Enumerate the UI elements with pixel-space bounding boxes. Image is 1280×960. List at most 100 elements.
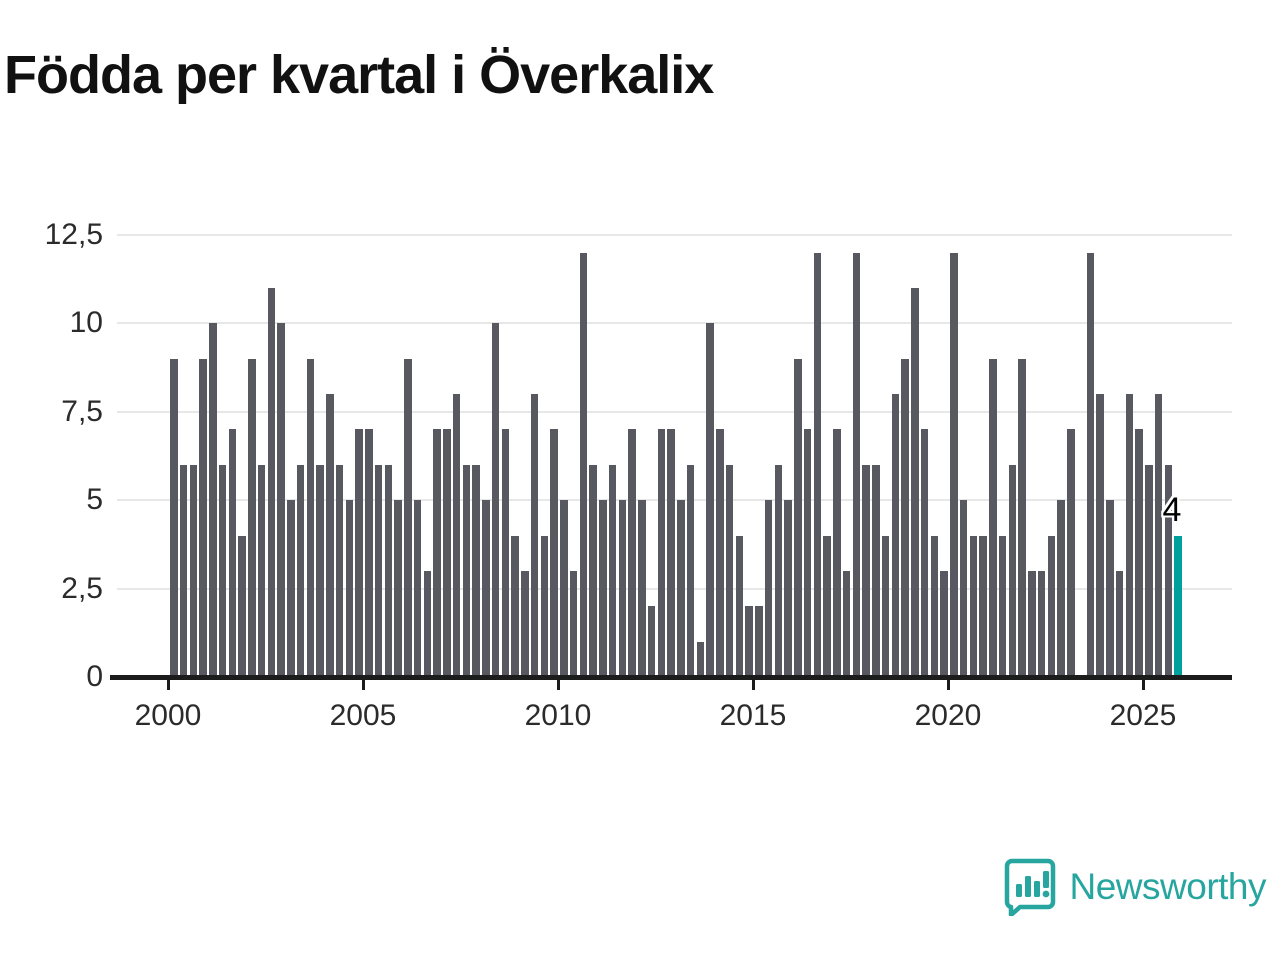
bar-2009-q4 bbox=[550, 429, 558, 677]
bar-2014-q2 bbox=[725, 464, 734, 677]
bar-2018-q4 bbox=[901, 358, 909, 677]
bar-2017-q4 bbox=[862, 464, 870, 677]
bar-2022-q2 bbox=[1037, 570, 1046, 677]
y-gridline-10 bbox=[117, 322, 1232, 325]
bar-2005-q1 bbox=[365, 429, 373, 677]
y-gridline-7,5 bbox=[117, 410, 1232, 413]
bar-2011-q3 bbox=[618, 500, 627, 677]
x-tick-2025 bbox=[1141, 680, 1145, 690]
bar-2007-q4 bbox=[472, 464, 480, 677]
x-tick-2010 bbox=[556, 680, 560, 690]
bar-2021-q1 bbox=[989, 358, 997, 677]
bar-2009-q3 bbox=[540, 535, 549, 677]
bar-2003-q4 bbox=[316, 464, 324, 677]
bar-2006-q1 bbox=[404, 358, 412, 677]
bar-2015-q3 bbox=[774, 464, 783, 677]
bar-2018-q3 bbox=[891, 394, 900, 677]
x-axis-label-2025: 2025 bbox=[1109, 699, 1177, 732]
bar-2022-q1 bbox=[1028, 570, 1036, 677]
bar-2002-q4 bbox=[277, 323, 285, 677]
bar-2013-q2 bbox=[686, 464, 695, 677]
y-axis-label-5: 5 bbox=[86, 483, 103, 517]
bar-2003-q2 bbox=[296, 464, 305, 677]
bar-2010-q3 bbox=[579, 252, 588, 677]
bar-2012-q2 bbox=[647, 606, 656, 677]
bar-2006-q2 bbox=[413, 500, 422, 677]
bar-2020-q3 bbox=[969, 535, 978, 677]
y-axis-label-7,5: 7,5 bbox=[61, 394, 103, 428]
bar-2000-q2 bbox=[179, 464, 188, 677]
bar-2013-q1 bbox=[677, 500, 685, 677]
bar-2004-q2 bbox=[335, 464, 344, 677]
x-axis-line bbox=[110, 675, 1232, 680]
x-axis-label-2020: 2020 bbox=[914, 699, 982, 732]
chart-title: Födda per kvartal i Överkalix bbox=[4, 45, 714, 105]
bar-2019-q3 bbox=[930, 535, 939, 677]
y-gridline-12,5 bbox=[117, 234, 1232, 236]
bar-2017-q1 bbox=[833, 429, 841, 677]
bar-2005-q2 bbox=[374, 464, 383, 677]
x-tick-2005 bbox=[361, 680, 365, 690]
bar-2012-q3 bbox=[657, 429, 666, 677]
bar-2025-q2 bbox=[1154, 394, 1163, 677]
bar-2020-q1 bbox=[950, 252, 958, 677]
bar-2023-q1 bbox=[1067, 429, 1075, 677]
bar-2022-q4 bbox=[1057, 500, 1065, 677]
bar-2004-q3 bbox=[345, 500, 354, 677]
bar-2010-q4 bbox=[589, 464, 597, 677]
x-tick-2015 bbox=[751, 680, 755, 690]
bar-2004-q4 bbox=[355, 429, 363, 677]
bar-2016-q3 bbox=[813, 252, 822, 677]
bar-2016-q4 bbox=[823, 535, 831, 677]
bar-2001-q1 bbox=[209, 323, 217, 677]
x-tick-2020 bbox=[946, 680, 950, 690]
bar-2021-q2 bbox=[998, 535, 1007, 677]
bar-2019-q4 bbox=[940, 570, 948, 677]
bar-2001-q2 bbox=[218, 464, 227, 677]
bar-2007-q3 bbox=[462, 464, 471, 677]
bar-2011-q2 bbox=[608, 464, 617, 677]
bar-2009-q1 bbox=[521, 570, 529, 677]
bar-2025-q4 bbox=[1174, 535, 1182, 677]
bar-2007-q2 bbox=[452, 394, 461, 677]
bar-2005-q3 bbox=[384, 464, 393, 677]
bar-2010-q1 bbox=[560, 500, 568, 677]
newsworthy-branding: Newsworthy bbox=[1004, 858, 1266, 918]
bar-2008-q3 bbox=[501, 429, 510, 677]
bar-2002-q3 bbox=[267, 288, 276, 677]
bar-2021-q4 bbox=[1018, 358, 1026, 677]
bar-2000-q4 bbox=[199, 358, 207, 677]
bar-2003-q3 bbox=[306, 358, 315, 677]
bar-2013-q4 bbox=[706, 323, 714, 677]
x-axis-label-2005: 2005 bbox=[329, 699, 397, 732]
bar-2004-q1 bbox=[326, 394, 334, 677]
bar-2015-q2 bbox=[764, 500, 773, 677]
bar-2008-q1 bbox=[482, 500, 490, 677]
bar-2005-q4 bbox=[394, 500, 402, 677]
x-axis-label-2010: 2010 bbox=[524, 699, 592, 732]
y-axis-label-0: 0 bbox=[86, 660, 103, 693]
bar-2018-q2 bbox=[881, 535, 890, 677]
bar-2017-q2 bbox=[842, 570, 851, 677]
bar-2013-q3 bbox=[696, 641, 705, 677]
bar-2024-q4 bbox=[1135, 429, 1143, 677]
bar-2002-q2 bbox=[257, 464, 266, 677]
bar-2001-q3 bbox=[228, 429, 237, 677]
bar-2015-q4 bbox=[784, 500, 792, 677]
bar-2011-q4 bbox=[628, 429, 636, 677]
bar-2003-q1 bbox=[287, 500, 295, 677]
bar-2006-q4 bbox=[433, 429, 441, 677]
bar-2017-q3 bbox=[852, 252, 861, 677]
bar-2016-q1 bbox=[794, 358, 802, 677]
bar-2023-q4 bbox=[1096, 394, 1104, 677]
bar-2011-q1 bbox=[599, 500, 607, 677]
bar-2006-q3 bbox=[423, 570, 432, 677]
bar-2008-q4 bbox=[511, 535, 519, 677]
bar-2010-q2 bbox=[569, 570, 578, 677]
x-axis-label-2015: 2015 bbox=[719, 699, 787, 732]
bar-2024-q2 bbox=[1115, 570, 1124, 677]
bar-2015-q1 bbox=[755, 606, 763, 677]
bar-2000-q3 bbox=[189, 464, 198, 677]
